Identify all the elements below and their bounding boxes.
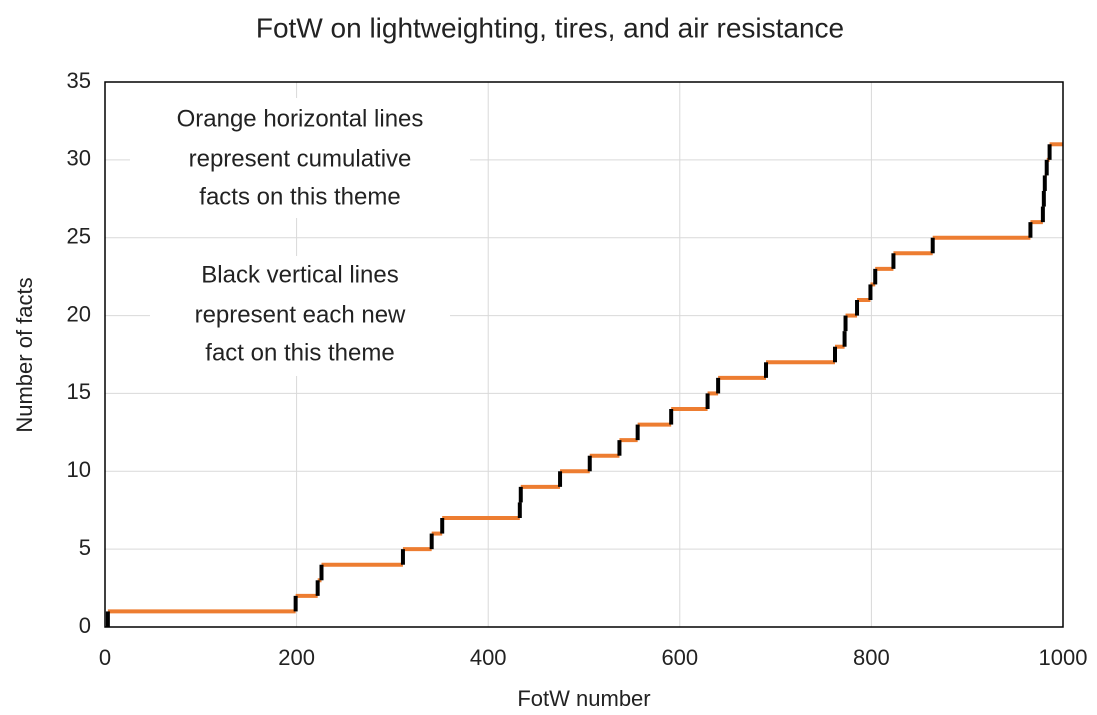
y-tick-label: 20: [67, 301, 91, 326]
plot-border: [104, 81, 1064, 628]
annotation-background: [130, 98, 470, 218]
y-tick-label: 0: [79, 613, 91, 638]
chart-title: FotW on lightweighting, tires, and air r…: [256, 12, 844, 43]
y-tick-label: 35: [67, 68, 91, 93]
annotation: represent cumulative: [189, 145, 412, 172]
x-tick-label: 1000: [1039, 645, 1088, 670]
y-tick-label: 25: [67, 224, 91, 249]
annotation: represent each new: [195, 301, 406, 328]
x-axis-label: FotW number: [517, 686, 650, 711]
annotation: fact on this theme: [205, 339, 394, 366]
x-tick-label: 0: [99, 645, 111, 670]
annotation: Orange horizontal lines: [177, 105, 424, 132]
annotation: facts on this theme: [199, 183, 400, 210]
y-axis-label: Number of facts: [12, 277, 37, 432]
x-tick-label: 800: [853, 645, 890, 670]
y-tick-label: 15: [67, 379, 91, 404]
annotation-background: [150, 256, 450, 376]
y-tick-label: 10: [67, 457, 91, 482]
x-tick-label: 600: [661, 645, 698, 670]
x-tick-label: 200: [278, 645, 315, 670]
annotation: Black vertical lines: [201, 261, 398, 288]
y-tick-label: 30: [67, 146, 91, 171]
x-tick-label: 400: [470, 645, 507, 670]
y-tick-label: 5: [79, 535, 91, 560]
